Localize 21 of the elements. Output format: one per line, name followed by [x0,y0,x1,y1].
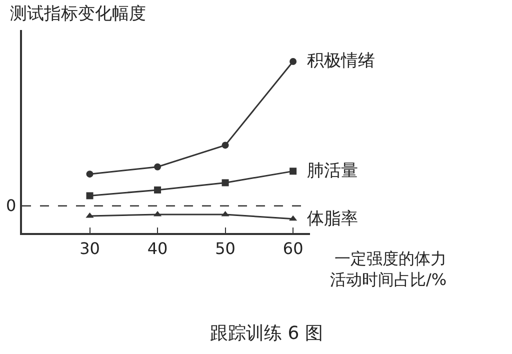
series-label: 肺活量 [307,161,358,181]
x-tick-label: 60 [282,238,304,258]
series-label: 体脂率 [307,209,358,229]
point [222,179,229,186]
series-label: 积极情绪 [307,51,375,71]
point [154,186,162,194]
point [222,142,229,149]
point [86,192,94,200]
text: 跟踪训练 6 图 [210,323,323,344]
point [86,212,94,218]
point [289,215,298,221]
ref-line-label: 0 [6,196,16,215]
point [86,170,94,178]
x-tick-label: 50 [215,238,236,258]
x-tick-label: 40 [147,238,168,258]
x-tick-label: 30 [80,238,100,258]
point [290,58,297,65]
point [290,168,297,175]
point [154,163,162,170]
x-axis-title: 一定强度的体力活动时间占比/% [330,249,447,289]
y-axis-title: 测试指标变化幅度 [10,4,146,24]
